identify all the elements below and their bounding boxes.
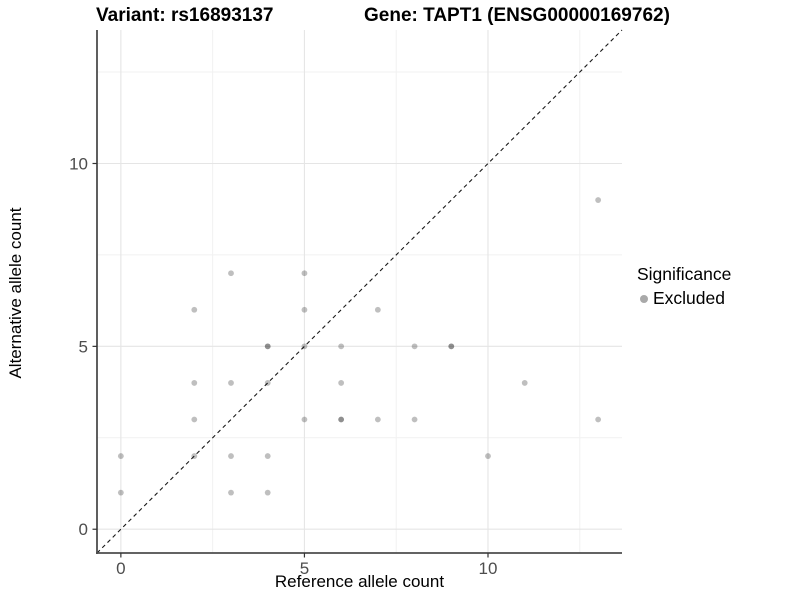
data-point: [338, 380, 345, 386]
data-point: [338, 416, 345, 423]
plot-title-gene: Gene: TAPT1 (ENSG00000169762): [364, 5, 670, 26]
legend-point-icon: [640, 294, 648, 303]
data-point: [448, 343, 455, 350]
data-point: [448, 343, 455, 350]
y-tick-label: 5: [79, 337, 88, 356]
data-point: [228, 270, 234, 277]
x-axis-title: Reference allele count: [274, 572, 445, 591]
legend-item-excluded: Excluded: [640, 288, 731, 309]
y-axis-title: Alternative allele count: [6, 207, 25, 379]
data-point: [117, 453, 124, 459]
data-point: [264, 343, 271, 350]
data-point: [264, 343, 271, 350]
data-point: [374, 416, 381, 423]
data-point: [595, 197, 602, 203]
data-point: [301, 343, 308, 350]
data-point: [411, 343, 418, 350]
data-point: [301, 306, 308, 313]
legend-item-label: Excluded: [653, 288, 725, 308]
legend: Significance Excluded: [637, 264, 731, 309]
plot-title-variant: Variant: rs16893137: [96, 5, 274, 26]
y-tick-label: 10: [69, 154, 88, 173]
data-point: [521, 380, 528, 386]
x-tick-label: 0: [116, 559, 125, 578]
data-point: [595, 416, 602, 423]
data-point: [485, 453, 491, 459]
data-point: [264, 489, 271, 496]
data-point: [264, 380, 271, 386]
data-point: [301, 416, 308, 423]
identity-line: [96, 29, 623, 554]
data-point: [338, 416, 345, 423]
y-tick-label: 0: [79, 520, 88, 539]
data-point: [191, 453, 198, 459]
data-point: [264, 453, 271, 459]
data-point: [228, 489, 234, 496]
data-point: [191, 380, 198, 386]
data-point: [301, 270, 308, 277]
x-tick-label: 5: [300, 559, 309, 578]
data-point: [411, 416, 418, 423]
data-point: [338, 343, 345, 350]
data-point: [228, 453, 234, 459]
legend-title: Significance: [637, 264, 732, 284]
x-tick-label: 10: [479, 559, 498, 578]
data-point: [191, 306, 198, 313]
data-point: [228, 380, 234, 386]
data-point: [374, 306, 381, 313]
data-point: [191, 416, 198, 423]
data-point: [117, 489, 124, 496]
